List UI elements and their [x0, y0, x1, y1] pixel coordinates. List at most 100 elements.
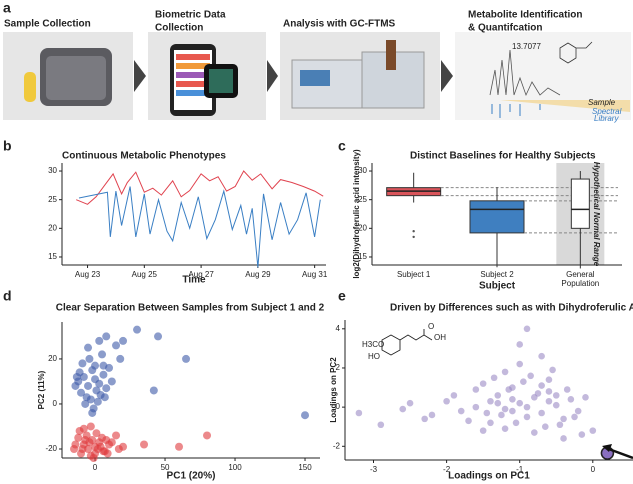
point — [545, 397, 553, 405]
chart-title: Driven by Differences such as with Dihyd… — [390, 303, 633, 314]
step-title: Biometric Data — [155, 10, 226, 21]
chart-title: Continuous Metabolic Phenotypes — [62, 151, 226, 162]
point — [538, 409, 545, 417]
annotation: Hypothetical Normal Range — [592, 162, 601, 267]
sample-tube — [24, 72, 36, 102]
point — [112, 341, 121, 350]
y-axis-label: Loadings on PC2 — [329, 357, 338, 423]
point — [523, 413, 531, 421]
point — [545, 376, 553, 384]
structure-label: HO — [368, 352, 380, 361]
screen-bar — [176, 72, 210, 78]
point — [538, 382, 545, 389]
point — [77, 388, 86, 397]
point — [84, 381, 93, 390]
structure-label: H3CO — [362, 340, 384, 349]
x-axis-label: PC1 (20%) — [167, 471, 216, 482]
y-tick-label: 25 — [48, 195, 57, 204]
point — [516, 360, 524, 368]
point — [450, 392, 458, 399]
point — [95, 379, 104, 388]
x-axis-label: Time — [182, 275, 206, 286]
point — [560, 415, 567, 423]
step-title: Analysis with GC-FTMS — [283, 19, 396, 30]
instrument-part — [386, 40, 396, 70]
point — [501, 425, 509, 432]
point — [81, 399, 90, 408]
point — [465, 417, 472, 425]
structure-label: OH — [434, 333, 446, 342]
point — [487, 397, 494, 405]
point — [92, 429, 101, 438]
x-tick-label: -1 — [516, 465, 524, 474]
point — [116, 354, 125, 363]
x-tick-label: -2 — [443, 465, 451, 474]
point — [86, 422, 95, 431]
point — [203, 431, 212, 440]
x-axis-label: Loadings on PC1 — [448, 471, 530, 482]
point — [301, 411, 310, 420]
point — [479, 380, 487, 387]
point — [70, 444, 79, 453]
point — [95, 336, 104, 345]
point — [523, 403, 531, 411]
spectrum-label: Sample — [588, 98, 616, 107]
flier — [412, 229, 415, 233]
point — [114, 444, 123, 453]
spectrum-label: Spectral — [592, 107, 622, 116]
point — [457, 407, 465, 415]
instrument-panel — [300, 70, 330, 86]
point — [560, 435, 567, 442]
point — [103, 449, 112, 458]
y-tick-label: 20 — [358, 223, 367, 232]
panel-label: b — [3, 138, 12, 154]
library-spectrum — [491, 104, 541, 118]
box — [469, 200, 525, 234]
x-tick-label: -3 — [370, 465, 378, 474]
y-tick-label: 25 — [358, 195, 367, 204]
y-tick-label: 4 — [336, 324, 341, 333]
point — [86, 395, 95, 404]
point — [71, 381, 80, 390]
x-tick-label: 0 — [591, 465, 596, 474]
point — [88, 408, 97, 417]
point — [571, 413, 578, 421]
point — [72, 372, 81, 381]
point — [541, 423, 549, 431]
point — [85, 354, 94, 363]
point — [79, 424, 88, 433]
screen-bar — [176, 54, 210, 60]
workflow-illustration — [3, 32, 631, 120]
y-tick-label: 2 — [336, 363, 341, 372]
x-tick-label: Aug 27 — [188, 270, 214, 279]
point — [89, 454, 98, 462]
pointer-arrow — [605, 446, 633, 460]
structure — [559, 41, 593, 64]
point — [78, 444, 87, 453]
y-axis-label: log2(Dihydroferulic acid intensity) — [352, 149, 361, 279]
point — [78, 359, 87, 368]
point — [355, 409, 363, 417]
structure — [381, 329, 433, 356]
point — [102, 384, 111, 393]
chart-title: Distinct Baselines for Healthy Subjects — [410, 151, 596, 162]
point — [509, 407, 516, 415]
point — [556, 421, 564, 429]
point — [490, 374, 498, 382]
point — [472, 403, 480, 411]
point — [443, 397, 450, 405]
step-title: Collection — [155, 23, 203, 34]
point — [81, 435, 90, 444]
y-tick-label: -20 — [45, 444, 57, 453]
flier — [412, 235, 415, 239]
point — [498, 411, 505, 419]
y-tick-label: 20 — [48, 223, 57, 232]
point — [494, 399, 502, 407]
point — [520, 378, 527, 385]
point — [494, 392, 502, 399]
point — [140, 440, 149, 449]
point — [501, 368, 509, 376]
spectrum — [489, 49, 561, 97]
panel-label: e — [338, 288, 346, 304]
